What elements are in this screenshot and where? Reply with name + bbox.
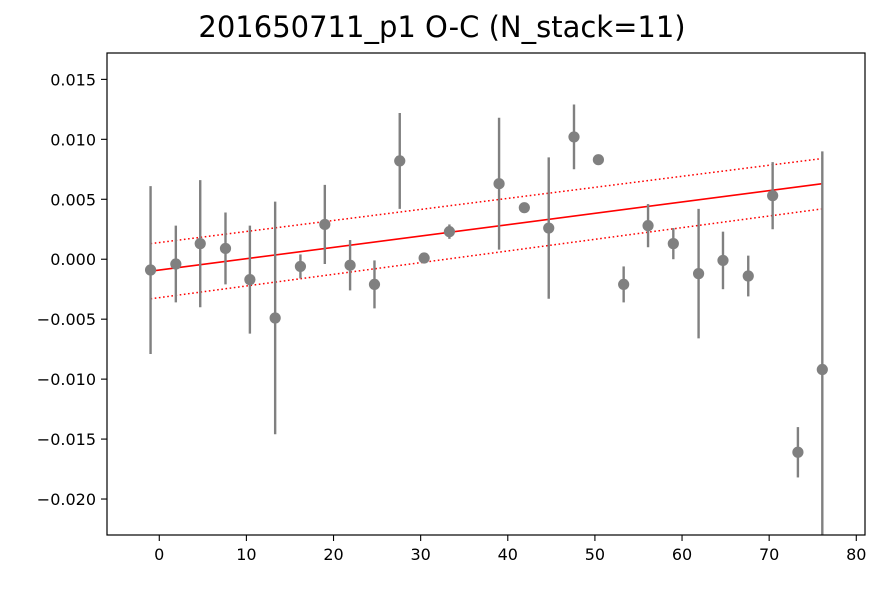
- data-point: [543, 222, 555, 234]
- data-point: [816, 363, 828, 376]
- chart-title: 201650711_p1 O-C (N_stack=11): [198, 10, 686, 44]
- data-point: [144, 264, 157, 276]
- data-point: [294, 260, 307, 273]
- data-point: [717, 254, 729, 267]
- x-tick-label: 20: [323, 545, 343, 564]
- x-tick-label: 0: [154, 545, 164, 564]
- data-point: [269, 312, 281, 324]
- x-tick-label: 50: [585, 545, 605, 564]
- data-point: [592, 154, 604, 166]
- y-tick-label: −0.015: [37, 430, 96, 449]
- data-point: [219, 242, 232, 255]
- x-tick-label: 70: [759, 545, 779, 564]
- y-tick-label: −0.010: [37, 370, 96, 389]
- x-tick-label: 30: [410, 545, 430, 564]
- data-point: [194, 238, 206, 250]
- y-tick-label: −0.020: [37, 490, 96, 509]
- data-point: [418, 252, 430, 264]
- data-point: [443, 226, 456, 238]
- y-tick-label: 0.000: [50, 250, 96, 269]
- x-tick-label: 60: [672, 545, 692, 564]
- data-point: [568, 131, 580, 143]
- data-point: [618, 278, 630, 291]
- axes-frame: [106, 52, 866, 536]
- data-point: [368, 278, 381, 291]
- data-point: [767, 190, 779, 202]
- data-point: [518, 202, 530, 214]
- y-tick-label: 0.005: [50, 190, 96, 209]
- y-tick-label: 0.015: [50, 70, 96, 89]
- data-point: [244, 274, 256, 286]
- data-point: [667, 238, 679, 250]
- fit-bound-line: [150, 157, 823, 245]
- fit-line: [150, 182, 823, 273]
- y-tick-label: 0.010: [50, 130, 96, 149]
- data-point: [692, 268, 705, 280]
- data-point: [344, 259, 356, 271]
- y-tick-label: −0.005: [37, 310, 96, 329]
- x-tick-label: 10: [236, 545, 256, 564]
- data-point: [394, 155, 406, 167]
- data-point: [319, 218, 331, 231]
- data-point: [742, 270, 754, 282]
- data-point: [493, 178, 505, 190]
- x-tick-label: 40: [498, 545, 518, 564]
- data-point: [792, 446, 804, 458]
- data-point: [170, 258, 182, 270]
- fit-bound-line: [150, 208, 823, 300]
- data-point: [642, 220, 654, 232]
- x-tick-label: 80: [846, 545, 866, 564]
